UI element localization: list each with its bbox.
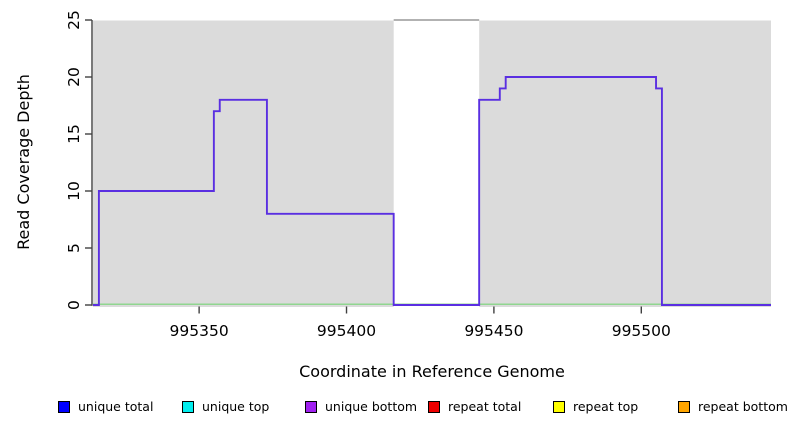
coverage-line bbox=[93, 76, 771, 306]
legend-swatch-icon bbox=[553, 401, 565, 413]
legend-label: unique bottom bbox=[325, 399, 418, 414]
data-lines bbox=[93, 76, 771, 306]
x-tick-label: 995500 bbox=[612, 322, 671, 340]
legend-label: repeat total bbox=[448, 399, 522, 414]
legend-item: repeat top bbox=[553, 397, 638, 417]
legend-label: unique top bbox=[202, 399, 270, 414]
legend-label: repeat top bbox=[573, 399, 639, 414]
legend-item: unique bottom bbox=[305, 397, 417, 417]
y-tick-label: 5 bbox=[65, 243, 83, 253]
y-tick-label: 25 bbox=[65, 10, 83, 30]
legend-swatch-icon bbox=[305, 401, 317, 413]
legend-item: repeat total bbox=[428, 397, 521, 417]
legend-swatch-icon bbox=[182, 401, 194, 413]
legend-label: unique total bbox=[78, 399, 154, 414]
axes: 0 5 10 15 20 25 995350 995400 995450 995500 bbox=[65, 10, 671, 340]
y-axis-title: Read Coverage Depth bbox=[14, 74, 33, 250]
legend-item: unique total bbox=[58, 397, 153, 417]
y-tick-label: 15 bbox=[65, 124, 83, 144]
y-tick-label: 10 bbox=[65, 181, 83, 201]
x-tick-label: 995400 bbox=[317, 322, 376, 340]
x-tick-label: 995450 bbox=[464, 322, 523, 340]
shaded-panels bbox=[93, 19, 771, 307]
legend-item: repeat bottom bbox=[678, 397, 788, 417]
y-tick-label: 20 bbox=[65, 67, 83, 87]
y-tick-label: 0 bbox=[65, 300, 83, 310]
x-axis-title: Coordinate in Reference Genome bbox=[299, 362, 565, 381]
legend-swatch-icon bbox=[678, 401, 690, 413]
legend-swatch-icon bbox=[58, 401, 70, 413]
legend-item: unique top bbox=[182, 397, 269, 417]
legend-swatch-icon bbox=[428, 401, 440, 413]
legend-label: repeat bottom bbox=[698, 399, 788, 414]
x-tick-label: 995350 bbox=[170, 322, 229, 340]
legend: unique total unique top unique bottom repea… bbox=[0, 397, 792, 423]
shaded-region bbox=[479, 20, 771, 307]
shaded-region bbox=[93, 20, 394, 307]
